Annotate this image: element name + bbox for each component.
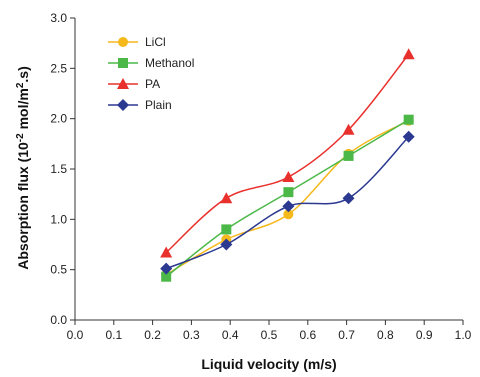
x-tick-label: 0.3 xyxy=(183,328,200,342)
series-pa xyxy=(160,48,415,258)
legend-label-plain: Plain xyxy=(145,98,172,112)
y-axis-title-mid: mol/m xyxy=(15,88,31,133)
x-tick-label: 0.7 xyxy=(338,328,355,342)
legend-item-plain: Plain xyxy=(108,98,172,112)
x-tick-label: 0.4 xyxy=(222,328,239,342)
x-tick-label: 1.0 xyxy=(455,328,472,342)
y-axis-title-main: Absorption flux (10 xyxy=(15,142,31,270)
legend: LiCl Methanol PA Plain xyxy=(108,35,194,112)
y-axis-title-sup2: 2 xyxy=(15,82,26,88)
y-tick-label: 0.0 xyxy=(50,313,67,327)
x-tick-label: 0.9 xyxy=(416,328,433,342)
legend-marker-pa xyxy=(117,78,129,89)
series-line-licl xyxy=(165,120,410,276)
data-point-plain xyxy=(402,130,415,143)
y-tick-label: 3.0 xyxy=(50,11,67,25)
y-tick-label: 2.5 xyxy=(50,61,67,75)
data-point-licl xyxy=(283,209,294,220)
legend-marker-methanol xyxy=(118,58,128,68)
data-point-pa xyxy=(282,171,295,183)
y-tick-label: 1.5 xyxy=(50,162,67,176)
y-axis-title: Absorption flux (10-2 mol/m2.s) xyxy=(15,66,31,270)
legend-label-licl: LiCl xyxy=(145,35,166,49)
x-tick-label: 0.0 xyxy=(67,328,84,342)
y-ticks: 0.0 0.5 1.0 1.5 2.0 2.5 3.0 xyxy=(50,11,75,327)
data-point-methanol xyxy=(221,224,232,235)
x-tick-label: 0.6 xyxy=(299,328,316,342)
data-point-methanol xyxy=(283,187,294,198)
legend-item-pa: PA xyxy=(108,77,160,91)
data-point-methanol xyxy=(403,114,414,125)
legend-label-methanol: Methanol xyxy=(145,56,194,70)
legend-item-methanol: Methanol xyxy=(108,56,194,70)
legend-marker-plain xyxy=(117,99,129,111)
y-tick-label: 2.0 xyxy=(50,112,67,126)
legend-item-licl: LiCl xyxy=(108,35,166,49)
legend-marker-licl xyxy=(118,37,128,47)
x-tick-label: 0.2 xyxy=(144,328,161,342)
y-axis-title-end: .s) xyxy=(15,66,31,82)
series-group xyxy=(160,48,415,282)
y-axis-title-sup1: -2 xyxy=(15,133,26,142)
y-tick-label: 0.5 xyxy=(50,263,67,277)
data-point-plain xyxy=(160,262,173,275)
x-ticks: 0.0 0.1 0.2 0.3 0.4 0.5 0.6 0.7 0.8 0.9 1.0 xyxy=(67,320,472,342)
x-tick-label: 0.5 xyxy=(261,328,278,342)
data-point-plain xyxy=(282,200,295,213)
y-tick-label: 1.0 xyxy=(50,212,67,226)
series-methanol xyxy=(161,114,414,282)
series-line-pa xyxy=(165,53,410,254)
data-point-pa xyxy=(160,246,173,258)
data-point-pa xyxy=(220,192,233,204)
x-tick-label: 0.8 xyxy=(377,328,394,342)
data-point-pa xyxy=(342,123,355,135)
data-point-plain xyxy=(342,192,355,205)
data-point-pa xyxy=(402,48,415,60)
data-point-methanol xyxy=(343,150,354,161)
data-point-plain xyxy=(220,238,233,251)
x-axis-title: Liquid velocity (m/s) xyxy=(201,356,336,372)
series-plain xyxy=(160,130,415,275)
legend-label-pa: PA xyxy=(145,77,160,91)
data-point-methanol xyxy=(161,271,172,282)
x-tick-label: 0.1 xyxy=(105,328,122,342)
